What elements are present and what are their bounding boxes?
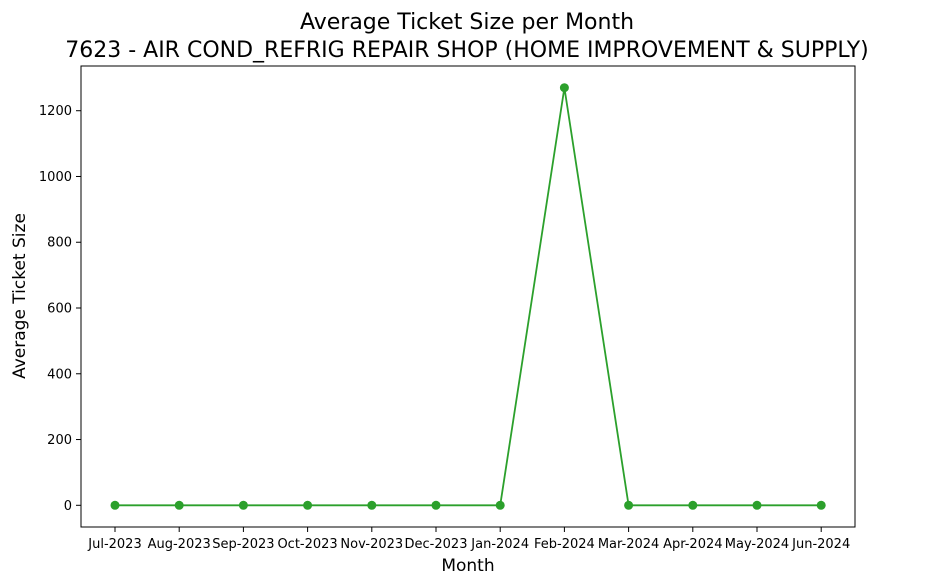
y-tick-label: 200: [47, 433, 72, 448]
data-point: [688, 500, 698, 510]
chart-title: Average Ticket Size per Month: [300, 10, 634, 35]
x-axis-ticks: Jul-2023 Aug-2023 Sep-2023 Oct-2023 Nov-2023…: [87, 527, 850, 552]
data-point: [303, 500, 313, 510]
plot-area: 0 200 400 600 800 1000 1200 Jul-2023 Aug-2023 Se…: [39, 65, 856, 552]
series-layer: [110, 83, 826, 510]
y-tick-label: 1200: [39, 104, 72, 119]
x-tick-label: Jul-2023: [87, 537, 141, 552]
x-tick-label: Sep-2023: [212, 537, 274, 552]
x-tick-label: Dec-2023: [405, 537, 468, 552]
chart-subtitle: 7623 - AIR COND_REFRIG REPAIR SHOP (HOME…: [65, 38, 869, 63]
x-tick-label: Mar-2024: [598, 537, 659, 552]
x-tick-label: Aug-2023: [148, 537, 211, 552]
data-point: [431, 500, 441, 510]
x-tick-label: Feb-2024: [534, 537, 595, 552]
data-point: [752, 500, 762, 510]
y-axis-label: Average Ticket Size: [10, 213, 30, 379]
y-axis-ticks: 0 200 400 600 800 1000 1200: [39, 104, 81, 514]
y-tick-label: 800: [47, 236, 72, 251]
x-tick-label: Nov-2023: [340, 537, 403, 552]
x-tick-label: Jan-2024: [470, 537, 529, 552]
data-point: [110, 500, 120, 510]
y-tick-label: 0: [64, 499, 72, 514]
x-tick-label: Apr-2024: [663, 537, 722, 552]
data-point: [624, 500, 634, 510]
x-tick-label: Jun-2024: [791, 537, 850, 552]
y-tick-label: 1000: [39, 170, 72, 185]
data-point: [495, 500, 505, 510]
x-axis-label: Month: [441, 556, 494, 576]
y-tick-label: 600: [47, 302, 72, 317]
x-tick-label: Oct-2023: [277, 537, 337, 552]
y-tick-label: 400: [47, 367, 72, 382]
data-point: [367, 500, 377, 510]
data-point: [559, 83, 569, 93]
data-point: [816, 500, 826, 510]
plot-frame: [80, 65, 856, 528]
data-point: [174, 500, 184, 510]
series-line: [115, 87, 822, 507]
x-tick-label: May-2024: [725, 537, 789, 552]
data-point: [238, 500, 248, 510]
